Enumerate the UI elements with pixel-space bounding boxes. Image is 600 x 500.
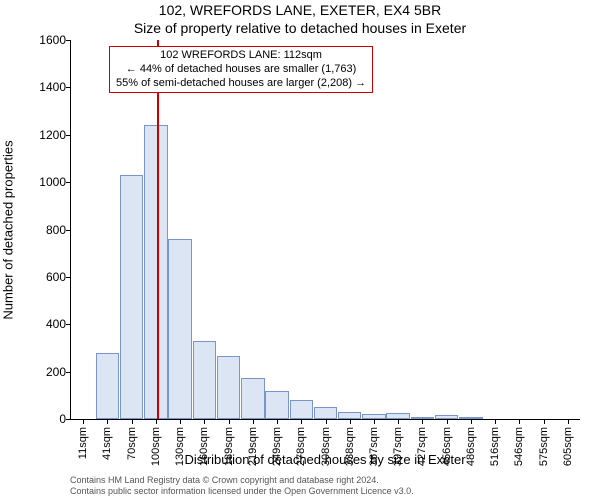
histogram-bar <box>217 356 241 419</box>
x-tick-mark <box>277 419 278 424</box>
x-tick-mark <box>253 419 254 424</box>
y-tick-mark <box>66 230 71 231</box>
histogram-bar <box>193 341 217 419</box>
x-tick-mark <box>229 419 230 424</box>
y-tick-mark <box>66 135 71 136</box>
x-tick-mark <box>374 419 375 424</box>
histogram-bar <box>459 417 483 419</box>
histogram-bar <box>435 415 459 419</box>
annotation-line-1: 102 WREFORDS LANE: 112sqm <box>116 49 366 63</box>
histogram-bar <box>411 417 435 419</box>
annotation-line-2: ← 44% of detached houses are smaller (1,… <box>116 63 366 77</box>
x-tick-mark <box>180 419 181 424</box>
histogram-bar <box>120 175 144 419</box>
y-tick-label: 1400 <box>39 80 66 94</box>
y-tick-mark <box>66 324 71 325</box>
y-tick-mark <box>66 40 71 41</box>
y-tick-label: 1000 <box>39 175 66 189</box>
y-tick-label: 600 <box>46 270 66 284</box>
x-tick-mark <box>544 419 545 424</box>
y-tick-mark <box>66 419 71 420</box>
x-tick-mark <box>519 419 520 424</box>
x-tick-mark <box>204 419 205 424</box>
y-tick-label: 1600 <box>39 33 66 47</box>
histogram-bar <box>96 353 120 419</box>
y-tick-mark <box>66 277 71 278</box>
x-tick-mark <box>398 419 399 424</box>
x-tick-mark <box>350 419 351 424</box>
y-tick-mark <box>66 87 71 88</box>
footer-attribution: Contains HM Land Registry data © Crown c… <box>70 475 580 496</box>
footer-line-1: Contains HM Land Registry data © Crown c… <box>70 475 580 485</box>
annotation-box: 102 WREFORDS LANE: 112sqm← 44% of detach… <box>109 46 373 93</box>
chart-title-address: 102, WREFORDS LANE, EXETER, EX4 5BR <box>0 2 600 18</box>
y-tick-label: 1200 <box>39 128 66 142</box>
histogram-bar <box>241 378 265 419</box>
x-tick-mark <box>156 419 157 424</box>
histogram-bar <box>314 407 338 419</box>
histogram-bar <box>386 413 410 419</box>
y-tick-label: 0 <box>59 412 66 426</box>
y-axis-label: Number of detached properties <box>1 140 16 319</box>
x-tick-mark <box>83 419 84 424</box>
x-tick-mark <box>422 419 423 424</box>
histogram-bar <box>265 391 289 419</box>
y-tick-label: 800 <box>46 223 66 237</box>
x-tick-mark <box>301 419 302 424</box>
x-tick-mark <box>568 419 569 424</box>
histogram-bar <box>290 400 314 419</box>
chart-subtitle: Size of property relative to detached ho… <box>0 20 600 36</box>
y-tick-label: 400 <box>46 317 66 331</box>
x-tick-mark <box>132 419 133 424</box>
x-tick-mark <box>107 419 108 424</box>
y-tick-label: 200 <box>46 365 66 379</box>
histogram-bar <box>338 412 362 419</box>
plot-area: 11sqm41sqm70sqm100sqm130sqm160sqm189sqm2… <box>70 40 580 420</box>
x-tick-mark <box>471 419 472 424</box>
y-tick-mark <box>66 372 71 373</box>
histogram-bar <box>362 414 386 419</box>
x-tick-mark <box>447 419 448 424</box>
property-marker-line <box>157 40 159 419</box>
footer-line-2: Contains public sector information licen… <box>70 486 580 496</box>
annotation-line-3: 55% of semi-detached houses are larger (… <box>116 77 366 91</box>
x-axis-label: Distribution of detached houses by size … <box>70 452 580 467</box>
chart-root: 102, WREFORDS LANE, EXETER, EX4 5BR Size… <box>0 0 600 500</box>
y-tick-mark <box>66 182 71 183</box>
x-tick-mark <box>326 419 327 424</box>
x-tick-mark <box>495 419 496 424</box>
histogram-bar <box>168 239 192 419</box>
